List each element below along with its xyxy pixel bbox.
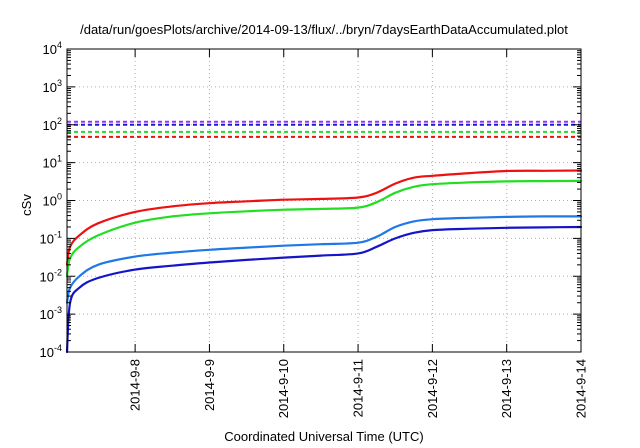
y-tick-label: 10-4 — [40, 343, 62, 360]
x-tick-label: 2014-9-8 — [128, 359, 143, 411]
x-tick-label: 2014-9-10 — [276, 359, 291, 418]
x-tick-label: 2014-9-12 — [425, 359, 440, 418]
series-line — [65, 169, 583, 266]
grid — [67, 49, 581, 352]
y-tick-labels: 10-4 10-3 10-2 10-1 100 101 102 103 104 — [40, 40, 62, 360]
y-tick-label: 100 — [43, 192, 62, 209]
y-tick-label: 102 — [43, 116, 62, 133]
y-tick-label: 104 — [43, 40, 62, 57]
series-line — [65, 225, 583, 354]
y-tick-label: 10-2 — [40, 267, 62, 284]
ticks — [67, 48, 582, 353]
x-tick-label: 2014-9-13 — [499, 359, 514, 418]
x-tick-label: 2014-9-14 — [574, 359, 589, 418]
y-axis-label: cSv — [19, 194, 34, 216]
chart-title: /data/run/goesPlots/archive/2014-09-13/f… — [80, 22, 568, 37]
y-tick-label: 101 — [43, 154, 62, 171]
x-axis-label: Coordinated Universal Time (UTC) — [224, 429, 423, 444]
y-tick-label: 10-3 — [40, 305, 62, 322]
thresholds — [67, 120, 581, 138]
x-tick-label: 2014-9-9 — [202, 359, 217, 411]
series-line — [65, 215, 583, 304]
series-line — [65, 179, 583, 278]
x-tick-label: 2014-9-11 — [351, 359, 366, 417]
y-tick-label: 10-1 — [40, 229, 62, 246]
y-tick-label: 103 — [43, 78, 62, 95]
series — [65, 169, 583, 354]
x-tick-labels: 2014-9-8 2014-9-9 2014-9-10 2014-9-11 2014-9… — [128, 359, 589, 418]
